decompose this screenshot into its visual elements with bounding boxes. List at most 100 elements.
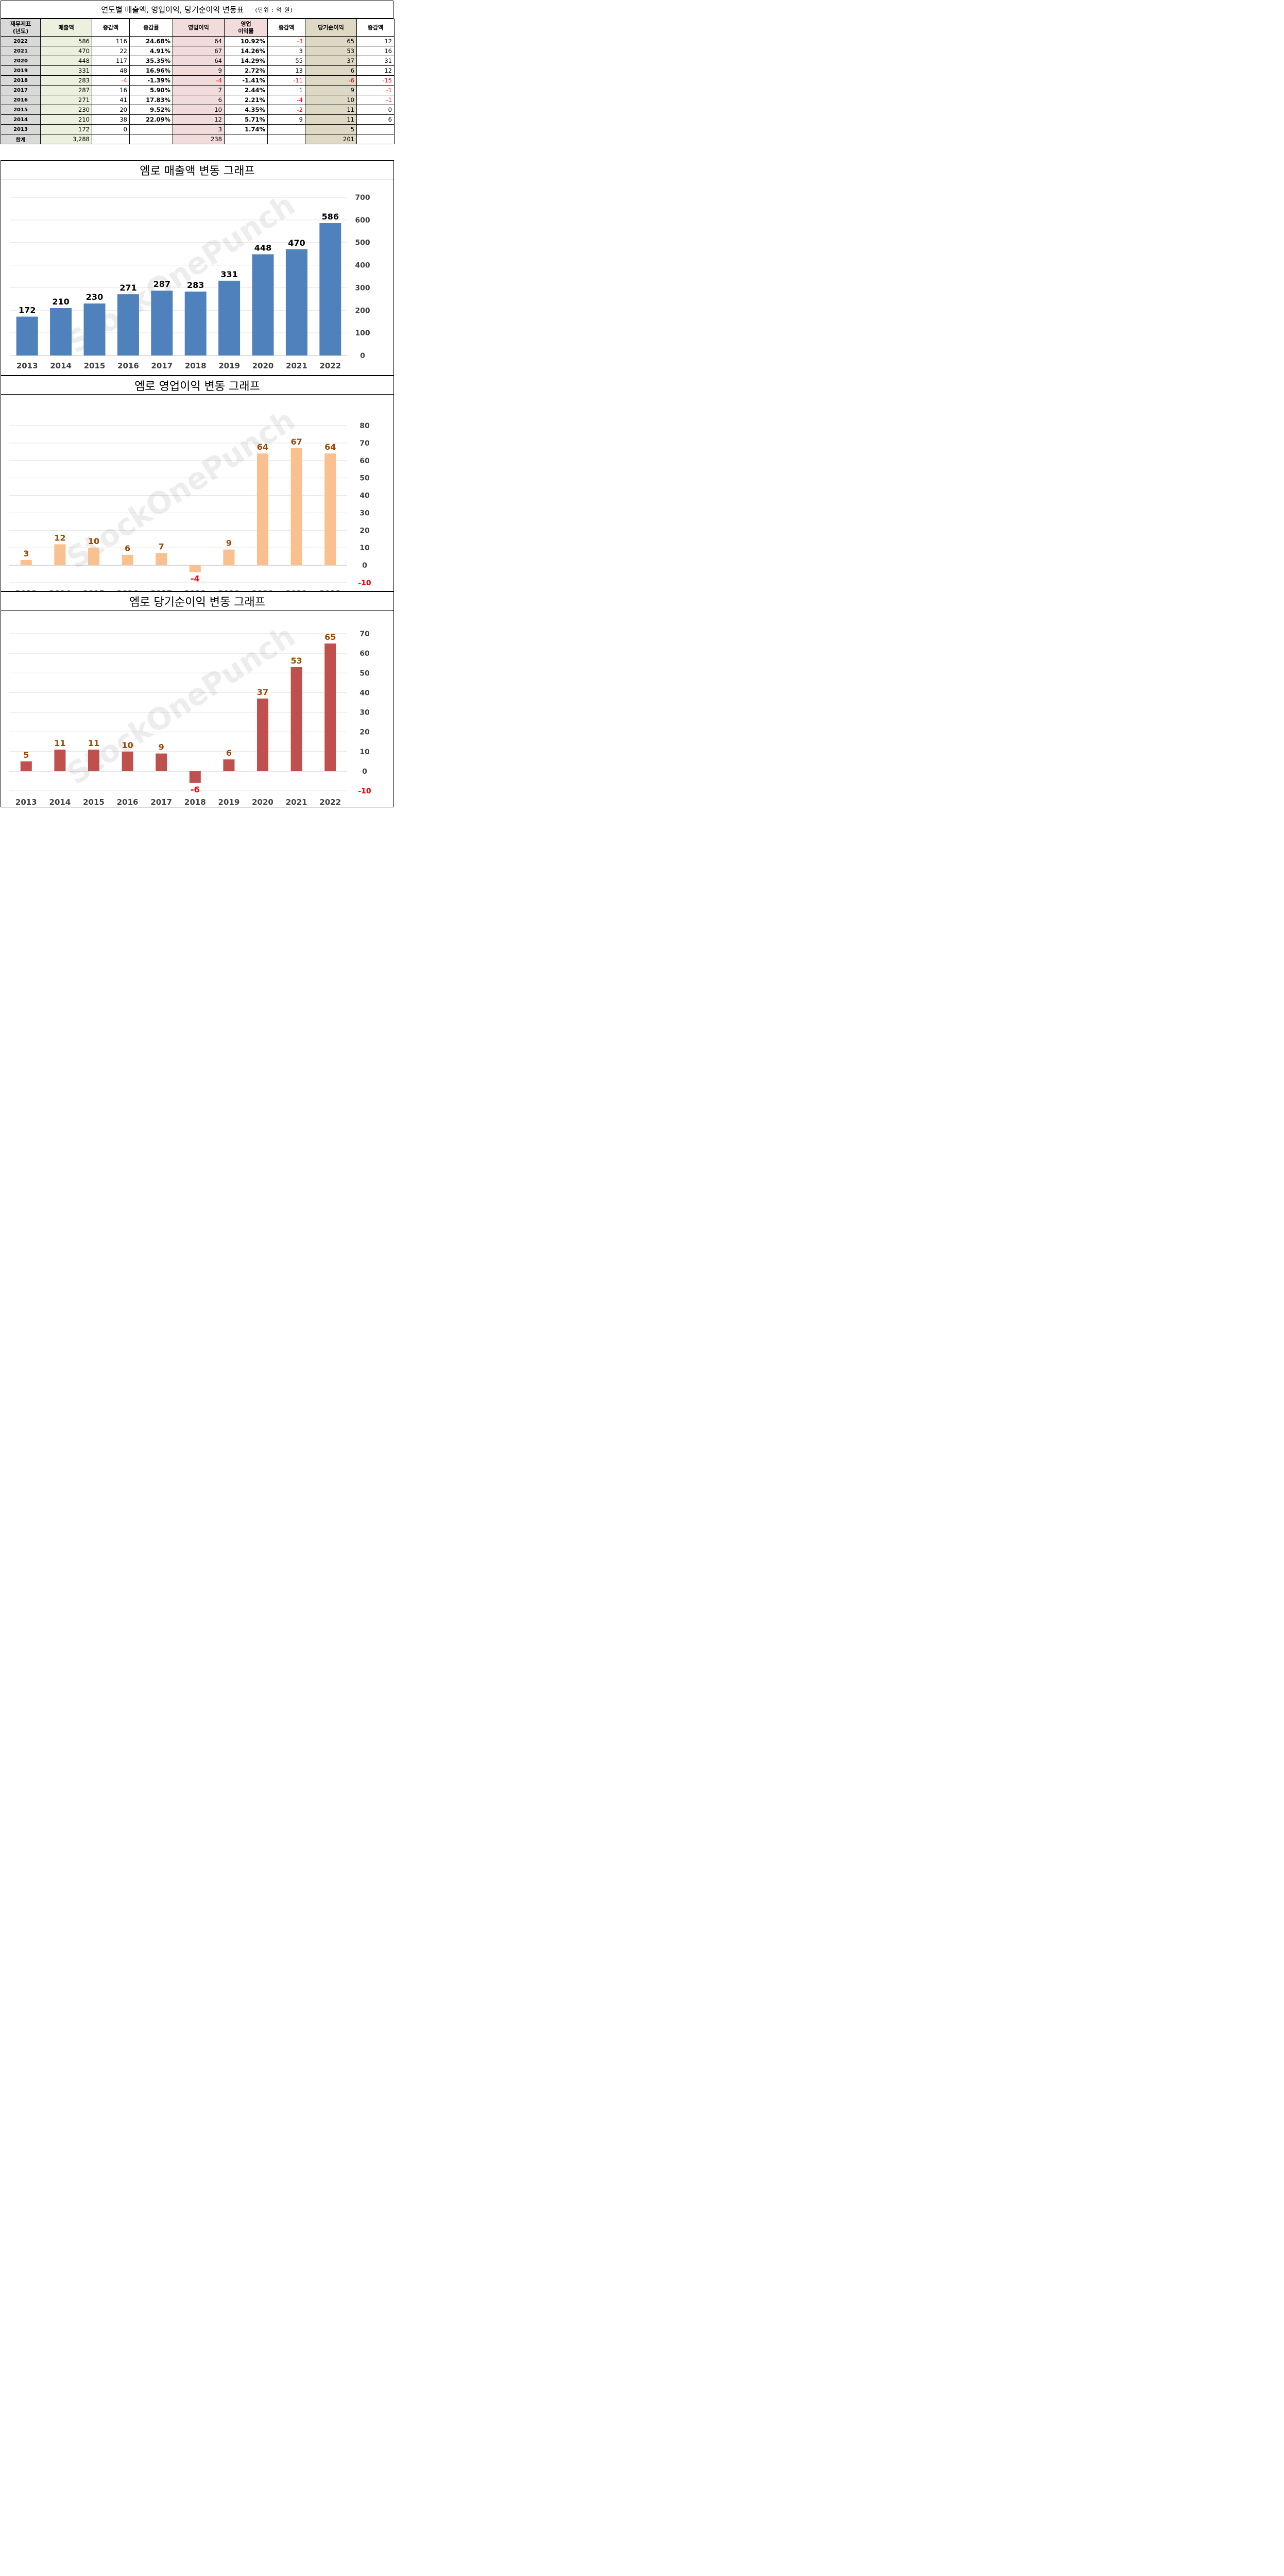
bar (290, 667, 302, 771)
x-tick-label: 2013 (15, 589, 37, 591)
table-cell-op_change: -2 (267, 105, 305, 115)
table-row: 2016 271 41 17.83% 6 2.21% -4 10 -1 (1, 95, 395, 105)
y-tick-label: 600 (355, 216, 370, 225)
x-tick-label: 2022 (319, 798, 341, 807)
table-cell-rev_change: -4 (92, 75, 130, 86)
table-cell-ni_change (356, 124, 395, 134)
data-label: -4 (191, 574, 200, 584)
y-tick-label: 0 (362, 562, 367, 570)
operating-profit-chart-panel: 엠로 영업이익 변동 그래프 -10 0 10 20 30 40 50 60 70 80 Stock… (1, 376, 394, 591)
table-cell-op: 7 (173, 85, 225, 95)
bar (20, 560, 32, 566)
data-label: 10 (88, 536, 99, 546)
table-total-row: 합계 3,288 238 201 (1, 134, 395, 144)
table-cell-rev_rate: 24.68% (129, 36, 173, 46)
table-row: 2013 172 0 3 1.74% 5 (1, 124, 395, 134)
table-cell-revenue: 210 (40, 114, 92, 125)
table-cell-op: 10 (173, 105, 225, 115)
table-cell-op_margin: 5.71% (224, 114, 268, 125)
bar (290, 448, 302, 566)
table-row: 2017 287 16 5.90% 7 2.44% 1 9 -1 (1, 85, 395, 95)
table-cell-year: 2019 (1, 65, 41, 76)
table-cell-ni: 11 (305, 105, 357, 115)
bar (156, 753, 167, 771)
table-cell-op: 6 (173, 95, 225, 105)
data-label: 11 (54, 738, 65, 748)
y-tick-label: 100 (355, 329, 370, 337)
table-header-cell: 증감액 (356, 19, 395, 37)
table-cell-rev_rate: 9.52% (129, 105, 173, 115)
y-tick-label: 10 (359, 748, 370, 756)
table-cell-ni_change: 6 (356, 114, 395, 125)
table-row: 2021 470 22 4.91% 67 14.26% 3 53 16 (1, 46, 395, 56)
x-tick-label: 2020 (252, 589, 273, 591)
x-tick-label: 2020 (252, 798, 273, 807)
data-label: 37 (257, 687, 268, 697)
table-cell-rev_rate: -1.39% (129, 75, 173, 86)
table-cell-op_change: -11 (267, 75, 305, 86)
table-cell-ni: 10 (305, 95, 357, 105)
data-label: 9 (159, 742, 164, 752)
data-label: 3 (23, 549, 29, 558)
data-label: 470 (288, 238, 305, 248)
table-cell-op_margin: -1.41% (224, 75, 268, 86)
data-label: 283 (187, 280, 204, 290)
table-title: 연도별 매출액, 영업이익, 당기순이익 변동표 (단위 : 억 원) (1, 1, 393, 19)
table-cell-year: 2020 (1, 56, 41, 66)
table-cell-op: 64 (173, 36, 225, 46)
table-cell-year: 2016 (1, 95, 41, 105)
table-cell-op_change: -4 (267, 95, 305, 105)
table-header-cell: 증감률 (129, 19, 173, 37)
table-cell-ni_change: -15 (356, 75, 395, 86)
operating-profit-chart: -1001020304050607080StockOnePunch3201312… (9, 402, 371, 591)
data-label: 448 (254, 243, 271, 253)
table-cell-ni: 53 (305, 46, 357, 56)
bar (189, 771, 201, 783)
table-cell-op_margin: 14.26% (224, 46, 268, 56)
bar (189, 565, 201, 572)
table-cell-revenue: 172 (40, 124, 92, 134)
table-cell-revenue: 271 (40, 95, 92, 105)
table-cell-rev_rate (129, 124, 173, 134)
y-tick-label: 50 (359, 474, 370, 483)
table-cell-op_margin: 4.35% (224, 105, 268, 115)
y-tick-label: 40 (359, 492, 370, 500)
table-row: 2022 586 116 24.68% 64 10.92% -3 65 12 (1, 36, 395, 46)
table-header-cell: 증감액 (92, 19, 130, 37)
table-cell-op_change (267, 124, 305, 134)
data-label: 53 (290, 656, 302, 666)
y-tick-label: 300 (355, 284, 370, 292)
table-cell-op_change: 13 (267, 65, 305, 76)
table-cell-ni: -6 (305, 75, 357, 86)
data-label: 586 (322, 212, 339, 222)
table-header-cell: 당기순이익 (305, 19, 357, 37)
data-label: 230 (86, 292, 103, 302)
table-cell-op_margin: 1.74% (224, 124, 268, 134)
table-cell-rev_rate: 17.83% (129, 95, 173, 105)
table-cell-rev_change: 41 (92, 95, 130, 105)
table-cell-op_margin: 2.21% (224, 95, 268, 105)
table-cell-rev_rate: 16.96% (129, 65, 173, 76)
table-cell-revenue: 331 (40, 65, 92, 76)
table-cell-ni: 37 (305, 56, 357, 66)
table-cell-revenue: 586 (40, 36, 92, 46)
bar (20, 761, 32, 771)
x-tick-label: 2018 (184, 798, 206, 807)
bar (50, 308, 72, 355)
table-cell-ni: 9 (305, 85, 357, 95)
bar (122, 751, 133, 771)
table-cell-rev_change: 38 (92, 114, 130, 125)
x-tick-label: 2020 (252, 361, 274, 370)
x-tick-label: 2015 (84, 361, 106, 370)
data-label: 11 (88, 738, 99, 748)
x-tick-label: 2016 (117, 589, 139, 591)
bar (285, 249, 307, 355)
table-cell-rev_rate: 22.09% (129, 114, 173, 125)
y-tick-label: 30 (359, 509, 370, 517)
bar (184, 291, 207, 355)
x-tick-label: 2018 (184, 589, 206, 591)
revenue-chart-panel: 엠로 매출액 변동 그래프 0 100 200 300 400 500 600 700 Stoc… (1, 160, 394, 376)
data-label: 12 (54, 533, 65, 543)
table-cell-op_margin: 10.92% (224, 36, 268, 46)
bar (257, 698, 268, 771)
